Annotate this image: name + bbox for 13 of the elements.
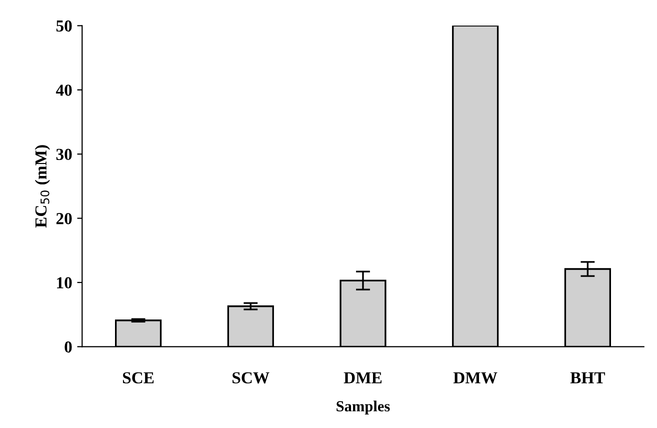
x-tick-label: DME <box>344 372 382 384</box>
x-tick-label: BHT <box>570 372 606 384</box>
y-tick-label: 40 <box>56 84 72 96</box>
x-tick-label: SCE <box>122 372 154 384</box>
x-axis-title: Samples <box>336 400 390 415</box>
y-tick-label: 50 <box>56 20 72 32</box>
y-tick-label: 20 <box>56 212 72 224</box>
x-tick-label: DMW <box>453 372 498 384</box>
y-axis-title: EC$_{50}$ (mM) <box>34 145 50 228</box>
y-tick-label: 0 <box>64 341 72 353</box>
y-tick-label: 10 <box>57 277 72 288</box>
y-tick-label: 30 <box>56 148 72 160</box>
x-tick-label: SCW <box>232 372 270 384</box>
